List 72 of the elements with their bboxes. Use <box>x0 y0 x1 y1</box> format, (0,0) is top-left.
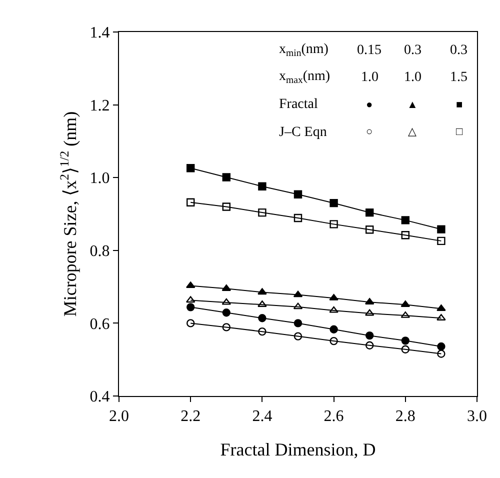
point <box>330 198 338 208</box>
annotation: 0.3 <box>450 43 468 58</box>
y-tick-label: 1.0 <box>90 170 110 188</box>
annotation: x$_{min}$(nm) <box>279 42 329 59</box>
point <box>258 208 266 217</box>
annotation: 1.0 <box>404 70 422 85</box>
point <box>293 302 303 310</box>
point <box>364 309 374 316</box>
annotation: 1.5 <box>450 70 468 85</box>
point <box>366 331 374 340</box>
point <box>258 327 266 336</box>
point <box>401 216 410 224</box>
point <box>294 319 302 328</box>
point <box>258 314 266 322</box>
point <box>329 294 338 300</box>
point <box>222 202 230 211</box>
point <box>437 236 446 246</box>
x-tick-label: 2.2 <box>180 408 201 426</box>
annotation: □ <box>456 126 463 138</box>
annotation: J–C Eqn <box>279 125 327 140</box>
point <box>186 164 195 172</box>
point <box>293 290 303 298</box>
y-tick-label: 1.2 <box>90 97 110 114</box>
point <box>186 198 195 206</box>
annotation: 1.0 <box>361 70 378 85</box>
annotation: ■ <box>456 99 463 111</box>
annotation: ○ <box>366 126 373 138</box>
annotation: ● <box>366 99 373 111</box>
point <box>222 323 230 332</box>
point <box>258 182 266 190</box>
x-tick-label: 2.6 <box>324 408 344 426</box>
point <box>330 325 338 334</box>
point <box>258 288 267 295</box>
annotation: x$_{max}$(nm) <box>279 69 330 86</box>
y-tick-label: 0.8 <box>90 243 110 260</box>
point <box>294 214 302 222</box>
point <box>437 225 446 234</box>
annotation: ▲ <box>407 99 418 111</box>
y-tick-label: 0.4 <box>90 388 110 406</box>
point <box>222 308 230 317</box>
annotation: △ <box>408 126 417 138</box>
point <box>330 336 338 346</box>
x-axis-title: Fractal Dimension, D <box>220 439 376 460</box>
point <box>364 298 374 304</box>
point <box>366 341 374 350</box>
point <box>401 345 410 354</box>
point <box>330 220 338 228</box>
point <box>437 350 446 358</box>
point <box>366 226 374 234</box>
point <box>401 336 410 345</box>
point <box>222 298 232 305</box>
point <box>186 303 195 312</box>
x-tick-label: 2.8 <box>395 408 416 426</box>
y-tick-label: 1.4 <box>90 24 110 42</box>
point <box>186 319 195 328</box>
annotation: 0.3 <box>404 43 422 58</box>
point <box>294 190 302 198</box>
point <box>186 282 196 288</box>
annotation: 0.15 <box>357 43 382 58</box>
point <box>400 311 410 318</box>
point <box>294 332 302 340</box>
point <box>329 306 338 313</box>
point <box>186 296 196 303</box>
x-tick-label: 2.4 <box>252 408 272 426</box>
x-tick-label: 3.0 <box>467 408 487 426</box>
point <box>222 173 230 182</box>
point <box>366 208 374 217</box>
point <box>437 342 446 351</box>
y-tick-label: 0.6 <box>90 316 110 333</box>
x-tick-label: 2.0 <box>109 408 129 426</box>
point <box>401 231 410 240</box>
annotation: Fractal <box>279 97 318 112</box>
